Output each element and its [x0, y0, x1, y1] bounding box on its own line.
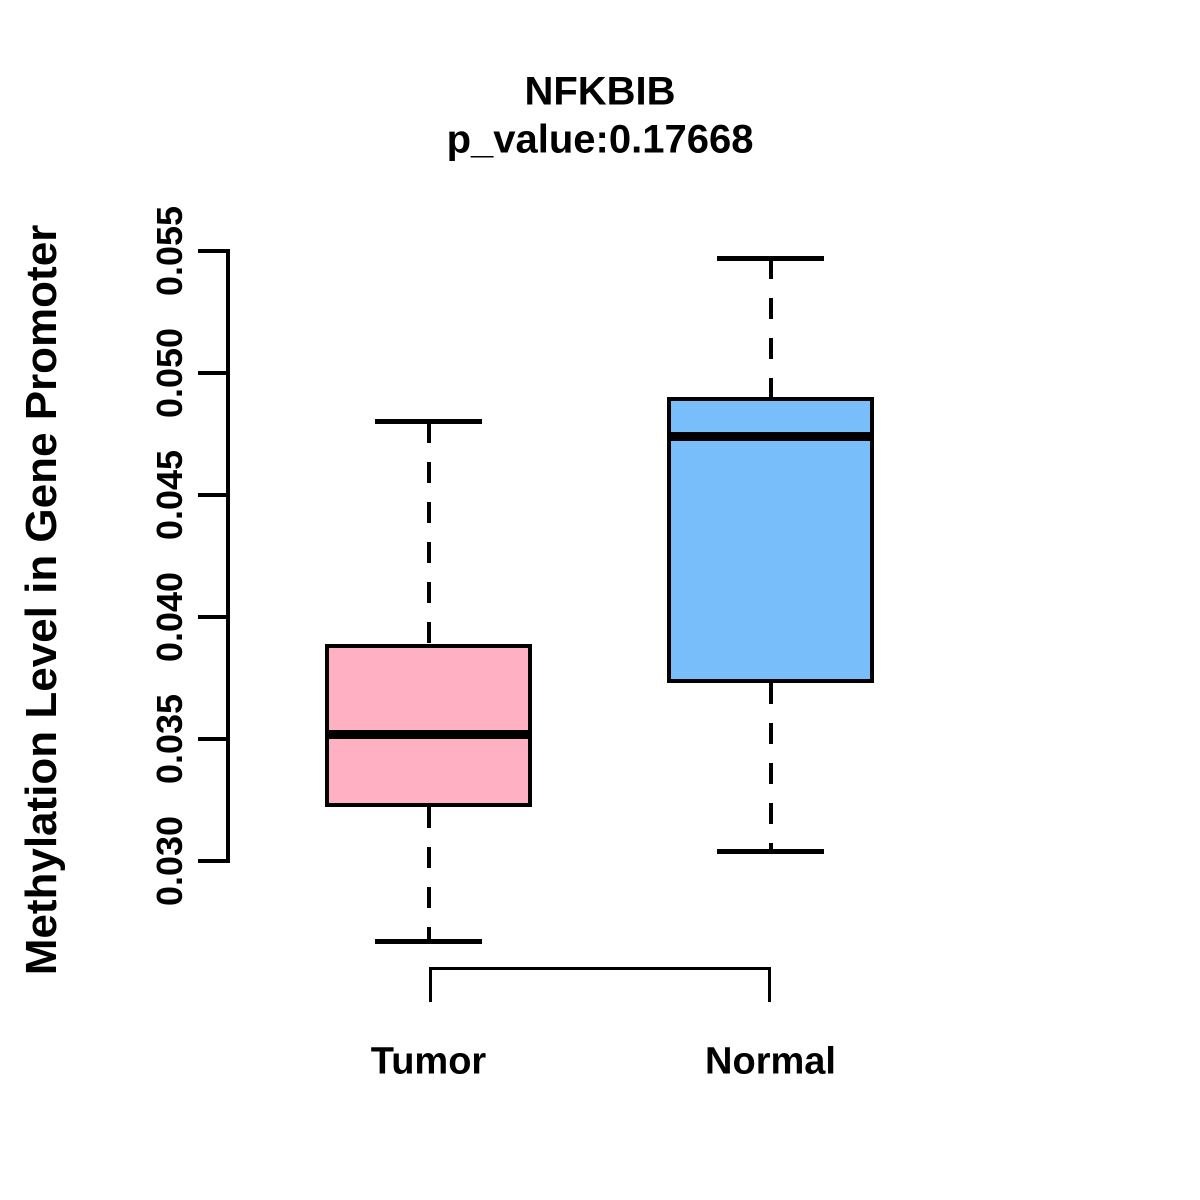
tumor-box: [325, 643, 532, 808]
x-tick-label-normal: Normal: [705, 1040, 836, 1083]
x-axis-tick-normal: [767, 967, 771, 1002]
tumor-upper-whisker-cap: [375, 419, 482, 425]
y-axis-tick: [198, 249, 226, 253]
y-axis-tick: [198, 371, 226, 375]
y-tick-label: 0.055: [149, 205, 190, 297]
normal-upper-whisker-cap: [717, 255, 824, 261]
x-tick-label-tumor: Tumor: [370, 1040, 487, 1083]
normal-upper-whisker: [768, 258, 773, 398]
y-tick-label: 0.050: [149, 327, 190, 419]
chart-p-value: p_value:0.17668: [446, 117, 754, 162]
y-axis-tick: [198, 859, 226, 863]
x-axis-tick-tumor: [428, 967, 432, 1002]
normal-lower-whisker-cap: [717, 848, 824, 854]
chart-title: NFKBIB: [524, 69, 676, 114]
y-tick-label: 0.045: [149, 449, 190, 541]
normal-box: [667, 397, 874, 683]
tumor-lower-whisker-cap: [375, 939, 482, 945]
y-tick-label: 0.030: [149, 815, 190, 907]
tumor-upper-whisker: [426, 421, 431, 644]
tumor-median-line: [325, 729, 532, 739]
normal-lower-whisker: [768, 682, 773, 852]
y-axis-tick: [198, 737, 226, 741]
tumor-lower-whisker: [426, 807, 431, 942]
y-axis-tick: [198, 615, 226, 619]
y-axis-line: [226, 249, 230, 863]
y-tick-label: 0.035: [149, 693, 190, 785]
x-axis-line: [428, 967, 771, 970]
y-tick-label: 0.040: [149, 571, 190, 663]
y-axis-tick: [198, 493, 226, 497]
normal-median-line: [667, 431, 874, 441]
